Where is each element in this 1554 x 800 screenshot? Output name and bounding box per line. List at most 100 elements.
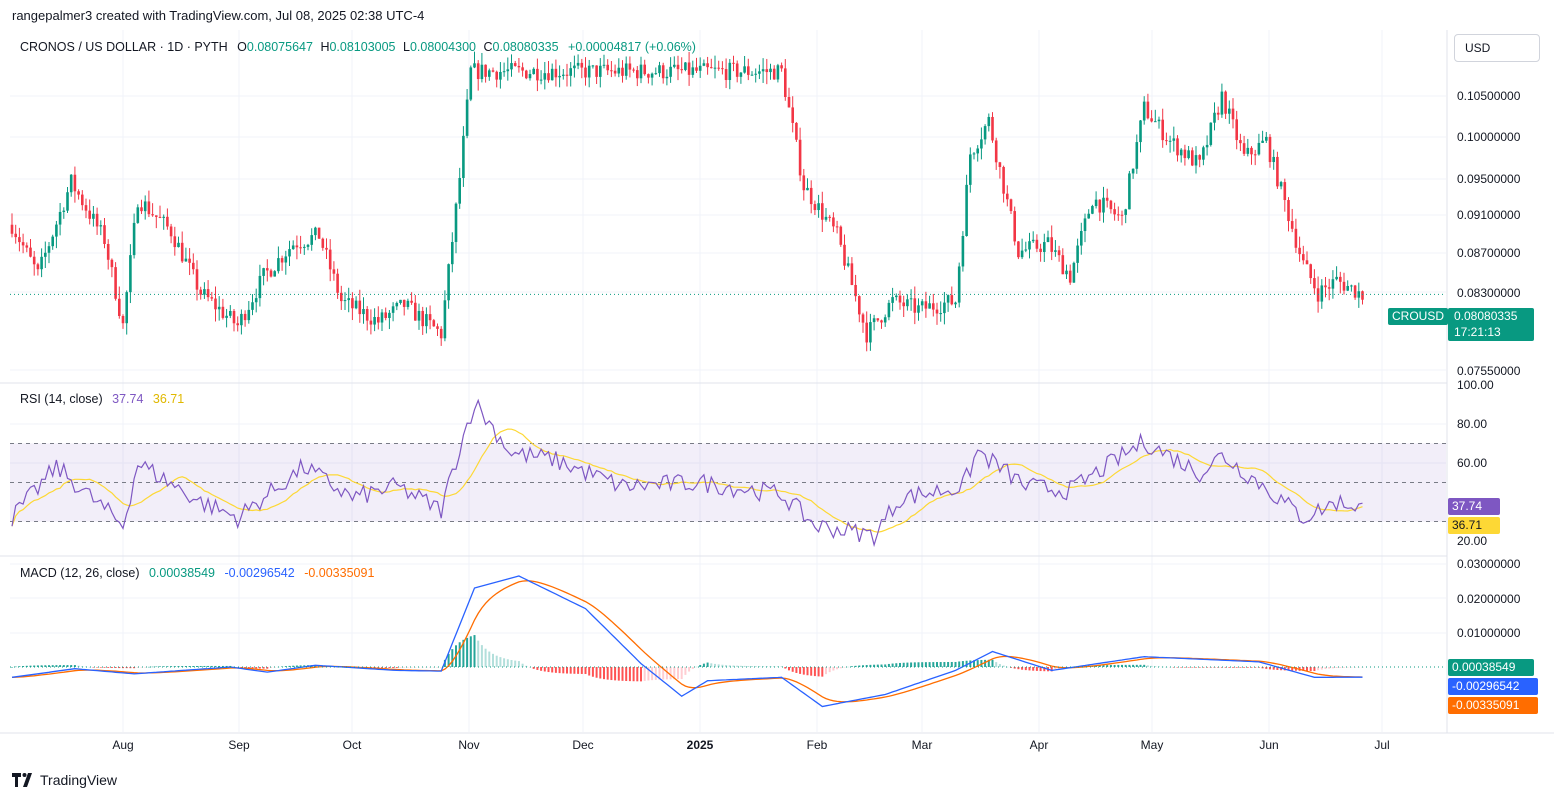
macd-hist-bar xyxy=(1102,665,1105,667)
candle xyxy=(1268,136,1272,163)
candle xyxy=(798,139,802,176)
tradingview-brand[interactable]: TradingView xyxy=(12,772,117,788)
open-label: O xyxy=(237,40,247,54)
macd-hist-bar xyxy=(688,667,691,672)
candle xyxy=(347,298,350,301)
macd-hist-bar xyxy=(1021,667,1024,670)
candle xyxy=(513,63,517,66)
macd-hist-bar xyxy=(921,662,924,667)
rsi-label[interactable]: RSI (14, close) xyxy=(20,392,103,406)
candle xyxy=(21,242,25,246)
candle xyxy=(136,207,140,223)
candle xyxy=(991,116,994,141)
candle xyxy=(658,65,661,74)
candle xyxy=(340,292,343,302)
candle xyxy=(747,66,750,75)
candle xyxy=(1350,285,1353,287)
candle xyxy=(543,73,547,80)
macd-hist-bar xyxy=(887,663,890,667)
candle xyxy=(1290,221,1294,229)
macd-hist-bar xyxy=(943,662,946,667)
macd-hist-bar xyxy=(492,653,494,667)
macd-hist-bar xyxy=(673,667,676,680)
candle xyxy=(428,314,432,321)
candle xyxy=(617,67,621,74)
grid-lines xyxy=(10,30,1446,732)
macd-hist-bar xyxy=(506,659,509,667)
macd-hist-bar xyxy=(170,666,173,667)
macd-hist-bar xyxy=(44,665,47,667)
candle xyxy=(750,74,754,76)
candle xyxy=(1013,211,1016,242)
candle xyxy=(184,258,188,262)
candle xyxy=(1020,250,1024,258)
candle xyxy=(665,76,669,79)
macd-hist-bar xyxy=(551,667,554,673)
candle xyxy=(1265,136,1268,141)
macd-hist-bar xyxy=(1028,667,1031,671)
macd-hist-bar xyxy=(1124,664,1127,667)
macd-hist-bar xyxy=(236,667,239,668)
macd-hist-bar xyxy=(621,667,624,681)
macd-hist-bar xyxy=(314,665,317,667)
macd-hist-bar xyxy=(788,667,790,671)
candle xyxy=(291,245,295,250)
candle xyxy=(639,64,643,79)
candle xyxy=(1176,138,1179,156)
price-tick-3: 0.09500000 xyxy=(1457,172,1521,186)
macd-hist-bar xyxy=(295,665,298,667)
low-value: 0.08004300 xyxy=(409,40,476,54)
candle xyxy=(698,65,702,71)
candle xyxy=(1139,120,1142,143)
macd-hist-tag: 0.00038549 xyxy=(1448,659,1534,676)
candle xyxy=(251,302,254,310)
macd-signal-line xyxy=(11,580,1363,703)
macd-hist-bar xyxy=(1228,667,1231,668)
macd-hist-bar xyxy=(643,667,646,681)
candle xyxy=(473,63,476,68)
macd-hist-bar xyxy=(133,667,136,669)
candle xyxy=(1187,150,1190,159)
candle xyxy=(99,225,103,227)
candle xyxy=(303,246,306,248)
macd-hist-bar xyxy=(828,667,831,673)
candle xyxy=(151,214,154,216)
candle xyxy=(395,302,399,307)
macd-tick-2: 0.02000000 xyxy=(1457,592,1521,606)
candle xyxy=(1146,101,1150,119)
macd-hist-bar xyxy=(1220,667,1223,668)
candle xyxy=(895,295,898,298)
price-tick-4: 0.09100000 xyxy=(1457,208,1521,222)
candle xyxy=(832,217,835,227)
macd-hist-bar xyxy=(225,665,228,667)
candle xyxy=(66,192,69,211)
candle xyxy=(18,237,21,243)
candle xyxy=(1213,112,1216,123)
candle xyxy=(384,312,387,319)
macd-hist-bar xyxy=(1013,667,1016,669)
candle xyxy=(687,62,691,75)
macd-hist-bar xyxy=(554,667,557,673)
macd-label[interactable]: MACD (12, 26, close) xyxy=(20,566,140,580)
macd-line-value: -0.00296542 xyxy=(224,566,295,580)
candle xyxy=(44,252,47,257)
macd-hist-bar xyxy=(751,666,753,667)
macd-hist-bar xyxy=(928,662,931,667)
macd-hist-bar xyxy=(610,667,613,681)
candle xyxy=(920,301,924,306)
candle xyxy=(1061,255,1065,275)
macd-hist-bar xyxy=(136,667,139,668)
candle xyxy=(314,227,317,236)
macd-hist-bar xyxy=(62,665,65,667)
symbol-label[interactable]: CRONOS / US DOLLAR · 1D · PYTH xyxy=(20,40,228,54)
candle xyxy=(1024,249,1028,251)
macd-hist-bar xyxy=(932,662,935,667)
candle xyxy=(1076,245,1079,263)
candle xyxy=(861,314,865,323)
currency-button[interactable]: USD xyxy=(1454,34,1540,62)
macd-hist-bar xyxy=(721,664,724,667)
candle xyxy=(1327,287,1331,289)
macd-tick-1: 0.03000000 xyxy=(1457,557,1521,571)
macd-hist-bar xyxy=(677,667,679,680)
